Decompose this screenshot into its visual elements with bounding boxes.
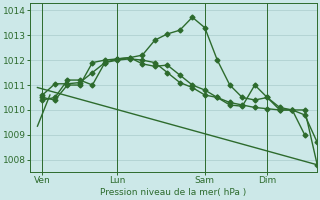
X-axis label: Pression niveau de la mer( hPa ): Pression niveau de la mer( hPa ) <box>100 188 247 197</box>
